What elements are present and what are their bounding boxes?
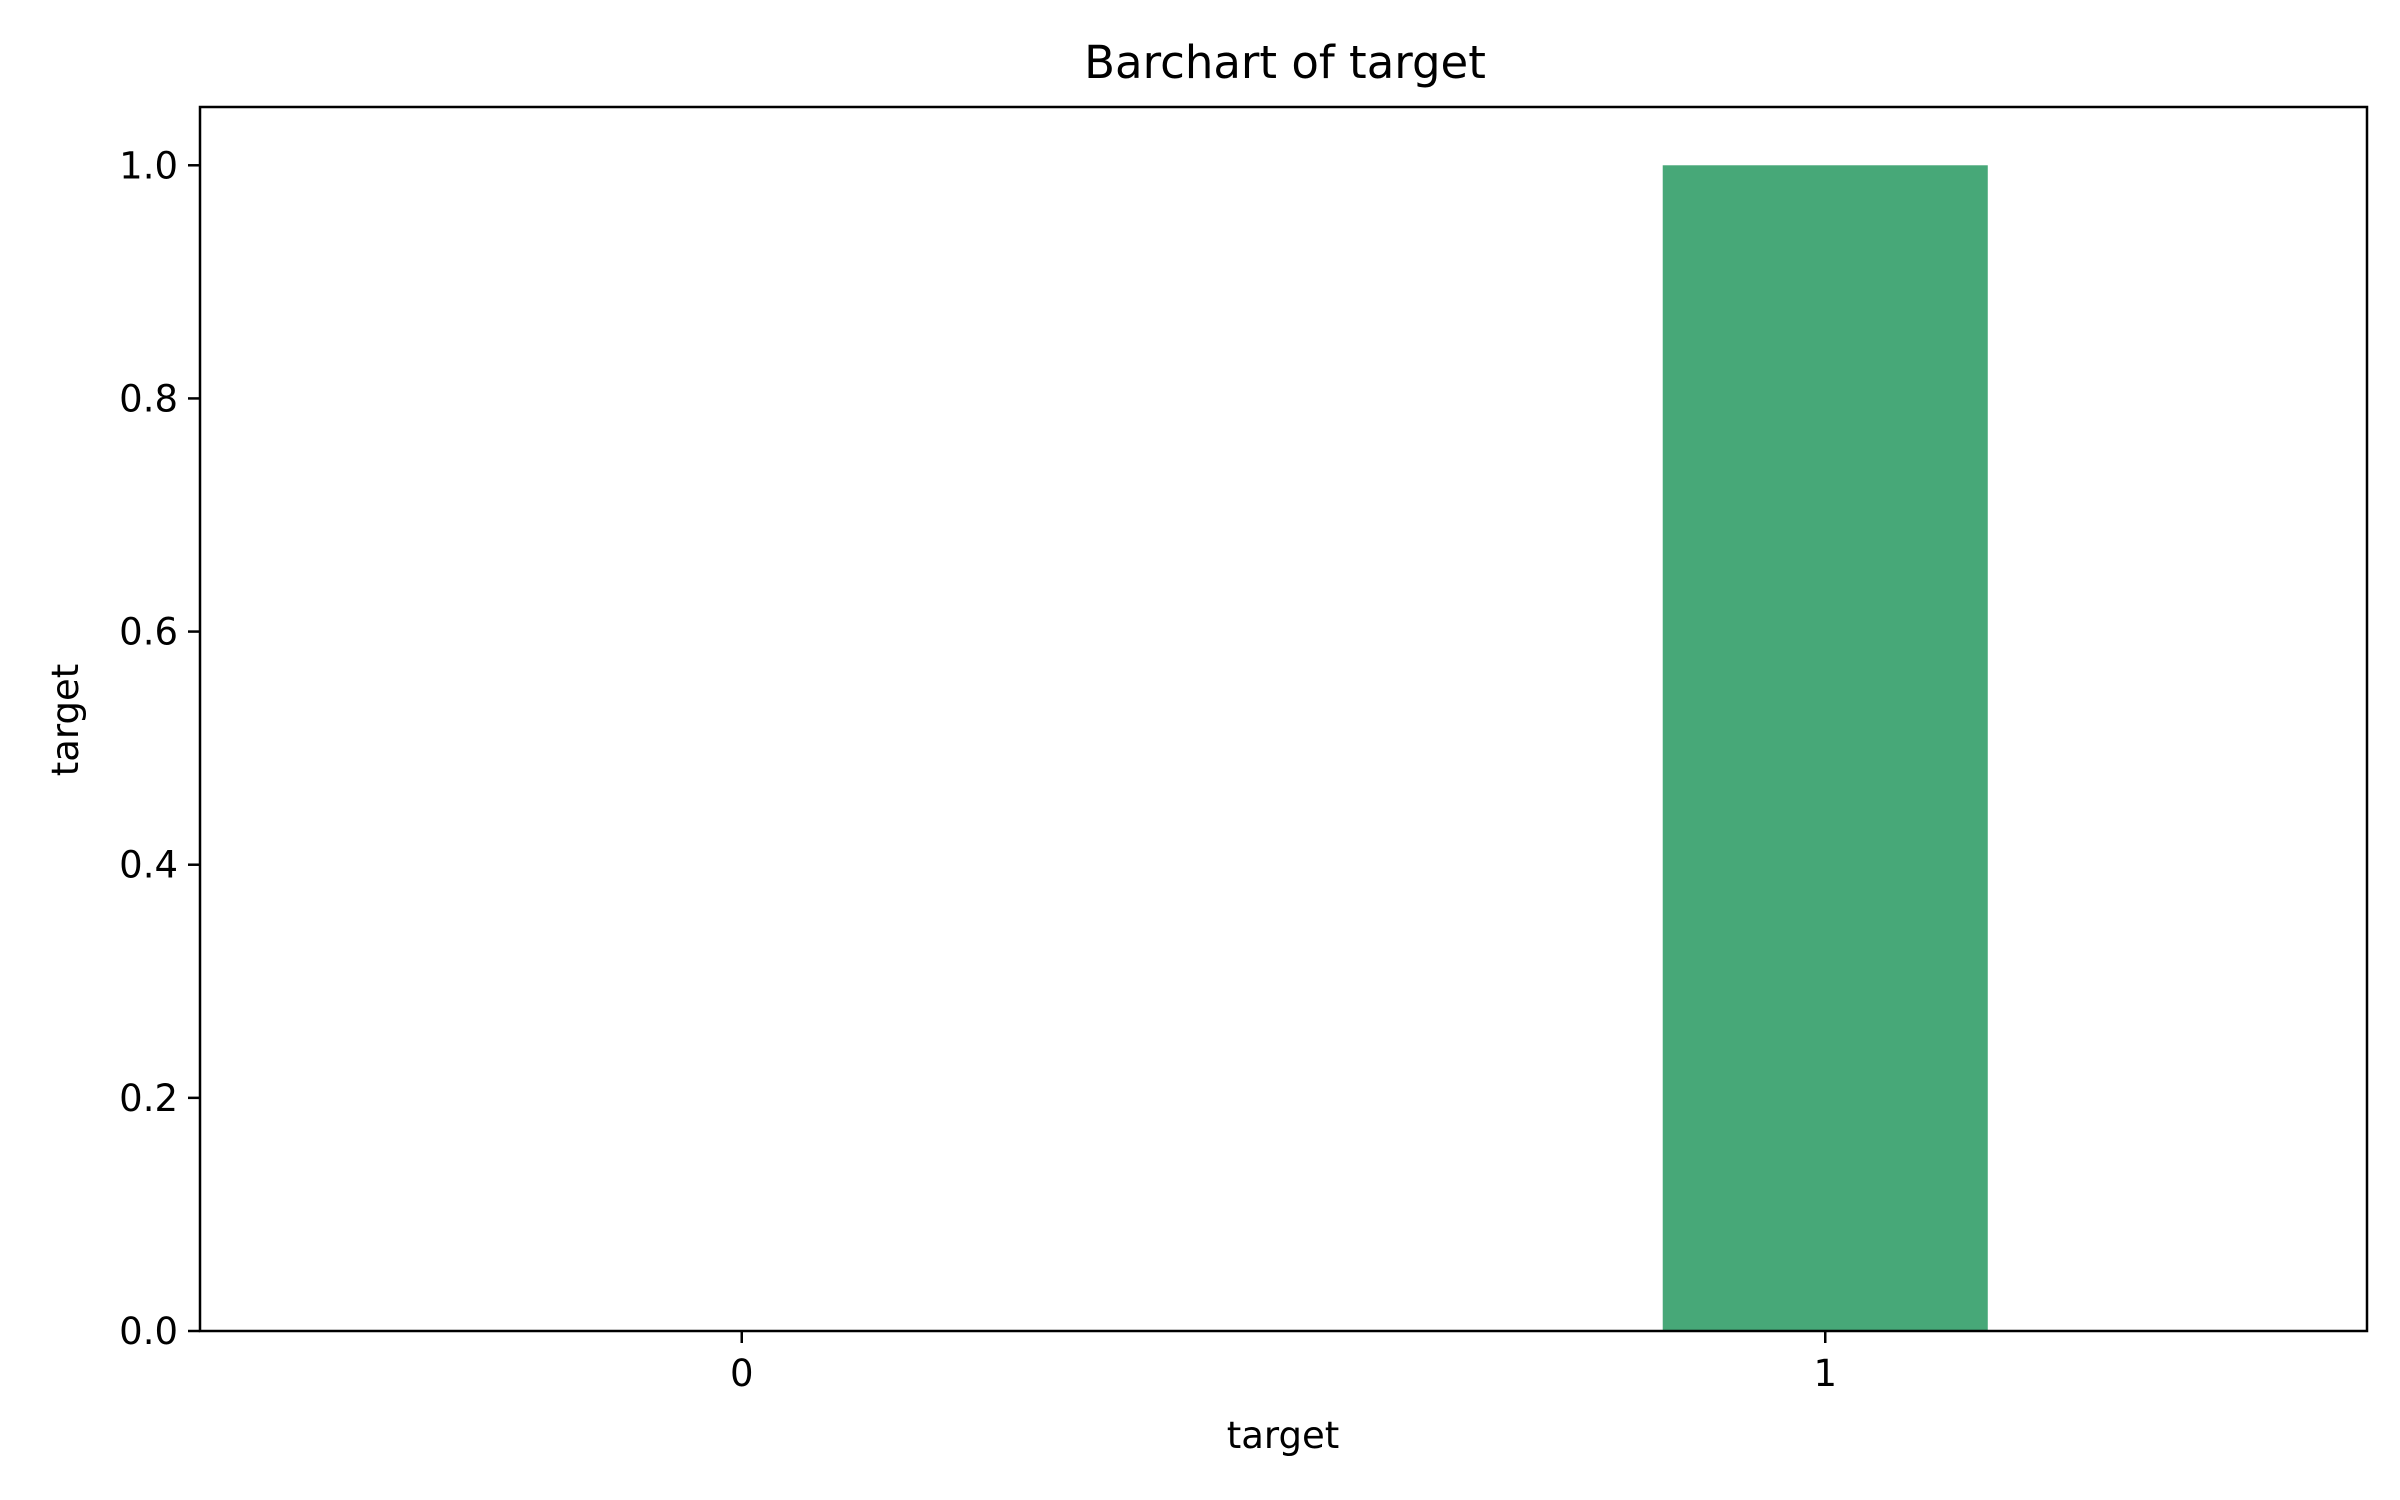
y-tick-label: 1.0 <box>119 144 178 187</box>
y-tick-label: 0.2 <box>119 1077 178 1120</box>
bar-1 <box>1662 165 1988 1331</box>
plot-frame <box>198 105 2369 1333</box>
y-tick-label: 0.4 <box>119 844 178 887</box>
y-axis-ticks: 0.0 0.2 0.4 0.6 0.8 1.0 <box>119 144 200 1353</box>
x-axis-label: target <box>1227 1414 1340 1457</box>
x-tick-label: 0 <box>730 1352 754 1395</box>
y-tick-label: 0.0 <box>119 1310 178 1353</box>
bars <box>1662 165 1988 1331</box>
y-tick-label: 0.8 <box>119 377 178 420</box>
chart-title: Barchart of target <box>1084 36 1486 89</box>
x-tick-label: 1 <box>1813 1352 1837 1395</box>
y-tick-label: 0.6 <box>119 611 178 654</box>
y-axis-label: target <box>44 664 87 777</box>
